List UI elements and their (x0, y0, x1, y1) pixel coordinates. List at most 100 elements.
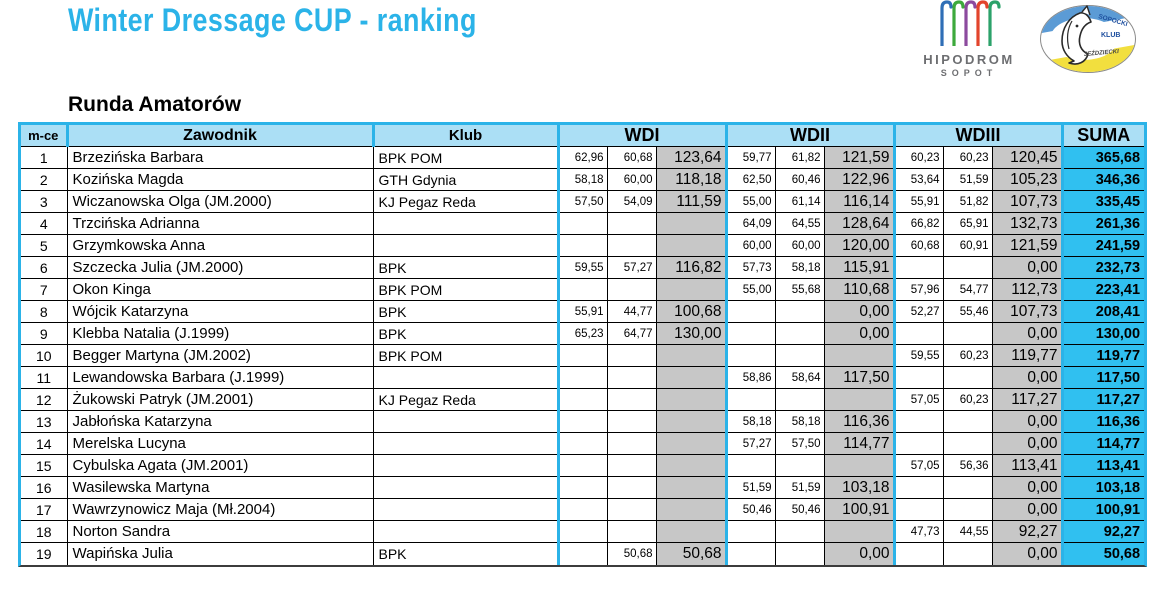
suma-cell: 100,91 (1060, 498, 1145, 521)
table-row: 16 Wasilewska Martyna 51,59 51,59 103,18 0,00… (21, 476, 1145, 499)
wd1-score2-cell (606, 432, 657, 455)
wd2-score2-cell: 51,59 (774, 476, 825, 499)
table-row: 17 Wawrzynowicz Maja (Mł.2004) 50,46 50,46 1… (21, 498, 1145, 521)
hipodrom-logo-subtext: SOPOT (940, 68, 998, 78)
wd1-score1-cell (556, 410, 608, 433)
wd2-total-cell: 115,91 (823, 256, 895, 279)
suma-cell: 119,77 (1060, 344, 1145, 367)
suma-cell: 335,45 (1060, 190, 1145, 213)
ranking-table: m-ce Zawodnik Klub WDI WDII WDIII SUMA 1… (18, 122, 1147, 567)
table-row: 15 Cybulska Agata (JM.2001) 57,05 56,36 113,… (21, 454, 1145, 477)
wd3-total-cell: 0,00 (991, 498, 1063, 521)
place-cell: 5 (21, 234, 68, 257)
wd1-score2-cell (606, 520, 657, 543)
page-title: Winter Dressage CUP - ranking (68, 2, 477, 38)
place-cell: 19 (21, 542, 68, 565)
wd3-score2-cell (942, 432, 993, 455)
wd2-score1-cell: 57,73 (724, 256, 776, 279)
suma-cell: 117,27 (1060, 388, 1145, 411)
wd1-total-cell (655, 410, 727, 433)
wd3-score2-cell (942, 498, 993, 521)
rider-cell: Żukowski Patryk (JM.2001) (66, 388, 374, 411)
wd1-score1-cell: 55,91 (556, 300, 608, 323)
wd2-score1-cell (724, 542, 776, 565)
wd2-total-cell: 117,50 (823, 366, 895, 389)
wd1-total-cell (655, 234, 727, 257)
wd3-score1-cell: 47,73 (892, 520, 944, 543)
wd3-score1-cell: 53,64 (892, 168, 944, 191)
wd3-score2-cell: 65,91 (942, 212, 993, 235)
wd3-total-cell: 0,00 (991, 410, 1063, 433)
club-cell (372, 520, 559, 543)
wd1-total-cell (655, 432, 727, 455)
rider-cell: Klebba Natalia (J.1999) (66, 322, 374, 345)
wd2-score2-cell (774, 388, 825, 411)
rider-cell: Brzezińska Barbara (66, 146, 374, 169)
table-row: 2 Kozińska Magda GTH Gdynia 58,18 60,00 118,1… (21, 168, 1145, 191)
club-cell (372, 212, 559, 235)
suma-cell: 208,41 (1060, 300, 1145, 323)
wd2-total-cell (823, 520, 895, 543)
table-row: 4 Trzcińska Adrianna 64,09 64,55 128,64 66,82… (21, 212, 1145, 235)
wd3-total-cell: 112,73 (991, 278, 1063, 301)
place-cell: 15 (21, 454, 68, 477)
wd2-score1-cell (724, 388, 776, 411)
wd1-score2-cell: 57,27 (606, 256, 657, 279)
wd2-score2-cell: 61,14 (774, 190, 825, 213)
place-cell: 16 (21, 476, 68, 499)
wd3-total-cell: 0,00 (991, 322, 1063, 345)
wd2-score2-cell: 64,55 (774, 212, 825, 235)
wd1-score2-cell: 60,00 (606, 168, 657, 191)
wd2-score2-cell: 60,46 (774, 168, 825, 191)
club-cell (372, 410, 559, 433)
wd3-total-cell: 132,73 (991, 212, 1063, 235)
hipodrom-logo-text: HIPODROM (923, 52, 1015, 67)
wd1-score1-cell (556, 388, 608, 411)
place-cell: 10 (21, 344, 68, 367)
wd2-score1-cell (724, 322, 776, 345)
rider-cell: Begger Martyna (JM.2002) (66, 344, 374, 367)
club-cell (372, 432, 559, 455)
hipodrom-jumps-icon (937, 0, 1001, 50)
club-cell: KJ Pegaz Reda (372, 190, 559, 213)
wd1-score2-cell: 50,68 (606, 542, 657, 565)
wd1-score2-cell (606, 234, 657, 257)
club-logo-bottom-text: JEŹDZIECKI (1084, 48, 1120, 58)
wd2-total-cell: 120,00 (823, 234, 895, 257)
wd3-score1-cell (892, 256, 944, 279)
wd3-score1-cell (892, 366, 944, 389)
wd1-score1-cell (556, 366, 608, 389)
place-cell: 6 (21, 256, 68, 279)
wd2-score1-cell: 64,09 (724, 212, 776, 235)
wd2-score1-cell (724, 454, 776, 477)
table-row: 12 Żukowski Patryk (JM.2001) KJ Pegaz Reda… (21, 388, 1145, 411)
wd1-total-cell: 116,82 (655, 256, 727, 279)
wd2-score1-cell (724, 520, 776, 543)
place-cell: 4 (21, 212, 68, 235)
table-row: 5 Grzymkowska Anna 60,00 60,00 120,00 60,68 60… (21, 234, 1145, 257)
wd2-total-cell: 116,36 (823, 410, 895, 433)
wd2-total-cell: 122,96 (823, 168, 895, 191)
wd3-score1-cell: 57,05 (892, 388, 944, 411)
rider-cell: Wiczanowska Olga (JM.2000) (66, 190, 374, 213)
wd3-score1-cell: 66,82 (892, 212, 944, 235)
suma-cell: 50,68 (1060, 542, 1145, 565)
wd1-score2-cell (606, 454, 657, 477)
wd2-score1-cell: 55,00 (724, 278, 776, 301)
wd3-total-cell: 0,00 (991, 476, 1063, 499)
rider-cell: Lewandowska Barbara (J.1999) (66, 366, 374, 389)
wd3-total-cell: 107,73 (991, 300, 1063, 323)
suma-cell: 92,27 (1060, 520, 1145, 543)
table-row: 19 Wapińska Julia BPK 50,68 50,68 0,00 0,00 50,… (21, 542, 1145, 565)
hipodrom-sopot-logo: HIPODROM SOPOT (916, 0, 1022, 78)
header-rider: Zawodnik (65, 125, 374, 147)
rider-cell: Jabłońska Katarzyna (66, 410, 374, 433)
rider-cell: Wójcik Katarzyna (66, 300, 374, 323)
wd3-score1-cell (892, 498, 944, 521)
header-place: m-ce (21, 125, 68, 147)
wd3-score2-cell: 55,46 (942, 300, 993, 323)
wd1-score1-cell (556, 476, 608, 499)
wd3-score1-cell (892, 542, 944, 565)
table-row: 3 Wiczanowska Olga (JM.2000) KJ Pegaz Reda… (21, 190, 1145, 213)
place-cell: 18 (21, 520, 68, 543)
